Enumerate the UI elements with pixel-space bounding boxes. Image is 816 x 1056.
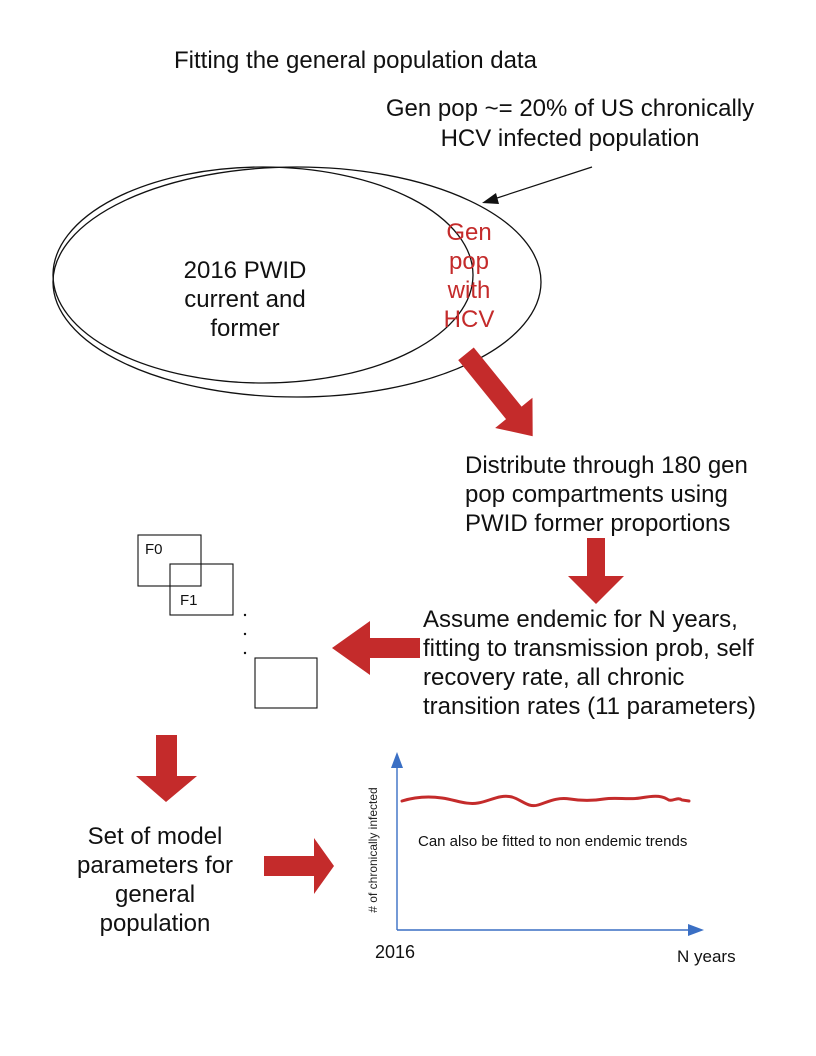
y-axis-arrowhead bbox=[391, 752, 403, 768]
annotation-text: Gen pop ~= 20% of US chronically HCV inf… bbox=[360, 94, 780, 154]
red-arrow-diagonal bbox=[458, 347, 533, 437]
genpop-label: Gen pop with HCV bbox=[430, 218, 508, 334]
x-axis-start-label: 2016 bbox=[375, 942, 416, 962]
result-line: population bbox=[99, 910, 211, 937]
step-endemic-line: Assume endemic for N years, bbox=[423, 606, 738, 633]
y-axis-label: # of chronically infected bbox=[366, 787, 380, 912]
pwid-label-line: 2016 PWID bbox=[183, 257, 307, 284]
result-line: parameters for bbox=[76, 852, 234, 879]
trend-line bbox=[400, 794, 691, 808]
compartment-label-f0: F0 bbox=[145, 541, 163, 558]
x-axis-arrowhead bbox=[688, 924, 704, 936]
step-distribute: Distribute through 180 gen pop compartme… bbox=[465, 451, 748, 538]
x-axis-label: N years bbox=[677, 947, 736, 966]
step-distribute-line: PWID former proportions bbox=[465, 510, 731, 537]
genpop-label-line: with bbox=[447, 277, 491, 304]
genpop-label-line: pop bbox=[448, 248, 490, 275]
genpop-label-line: HCV bbox=[443, 306, 495, 333]
annotation-pointer-head bbox=[482, 193, 499, 204]
red-arrow-right bbox=[264, 838, 334, 894]
annotation-line-1: Gen pop ~= 20% of US chronically bbox=[385, 95, 755, 122]
red-arrow-left bbox=[332, 621, 420, 675]
step-endemic-line: fitting to transmission prob, self bbox=[423, 635, 754, 662]
pwid-label-line: former bbox=[210, 315, 280, 342]
result-line: general bbox=[114, 881, 196, 908]
annotation-pointer-line bbox=[493, 166, 593, 200]
result-line: Set of model bbox=[87, 823, 223, 850]
result-text: Set of model parameters for general popu… bbox=[55, 822, 255, 938]
ellipsis-dot bbox=[243, 632, 247, 636]
ellipsis-dot bbox=[243, 613, 247, 617]
annotation-line-2: HCV infected population bbox=[440, 125, 700, 152]
step-endemic-line: recovery rate, all chronic bbox=[423, 664, 685, 691]
pwid-label: 2016 PWID current and former bbox=[150, 256, 340, 343]
red-arrow-down-1 bbox=[568, 538, 624, 604]
step-distribute-line: Distribute through 180 gen bbox=[465, 452, 748, 479]
step-endemic: Assume endemic for N years, fitting to t… bbox=[423, 605, 756, 721]
graph-note: Can also be fitted to non endemic trends bbox=[418, 833, 688, 850]
step-endemic-line: transition rates (11 parameters) bbox=[423, 693, 757, 720]
pwid-ellipse bbox=[52, 166, 474, 384]
page-title: Fitting the general population data bbox=[174, 47, 537, 74]
compartment-box-last bbox=[254, 657, 318, 709]
step-distribute-line: pop compartments using bbox=[465, 481, 728, 508]
pwid-label-line: current and bbox=[184, 286, 306, 313]
compartment-box-f1 bbox=[169, 563, 234, 616]
compartment-label-f1: F1 bbox=[180, 592, 198, 609]
red-arrow-down-2 bbox=[136, 735, 197, 802]
ellipsis-dot bbox=[243, 651, 247, 655]
genpop-label-line: Gen bbox=[446, 219, 492, 246]
